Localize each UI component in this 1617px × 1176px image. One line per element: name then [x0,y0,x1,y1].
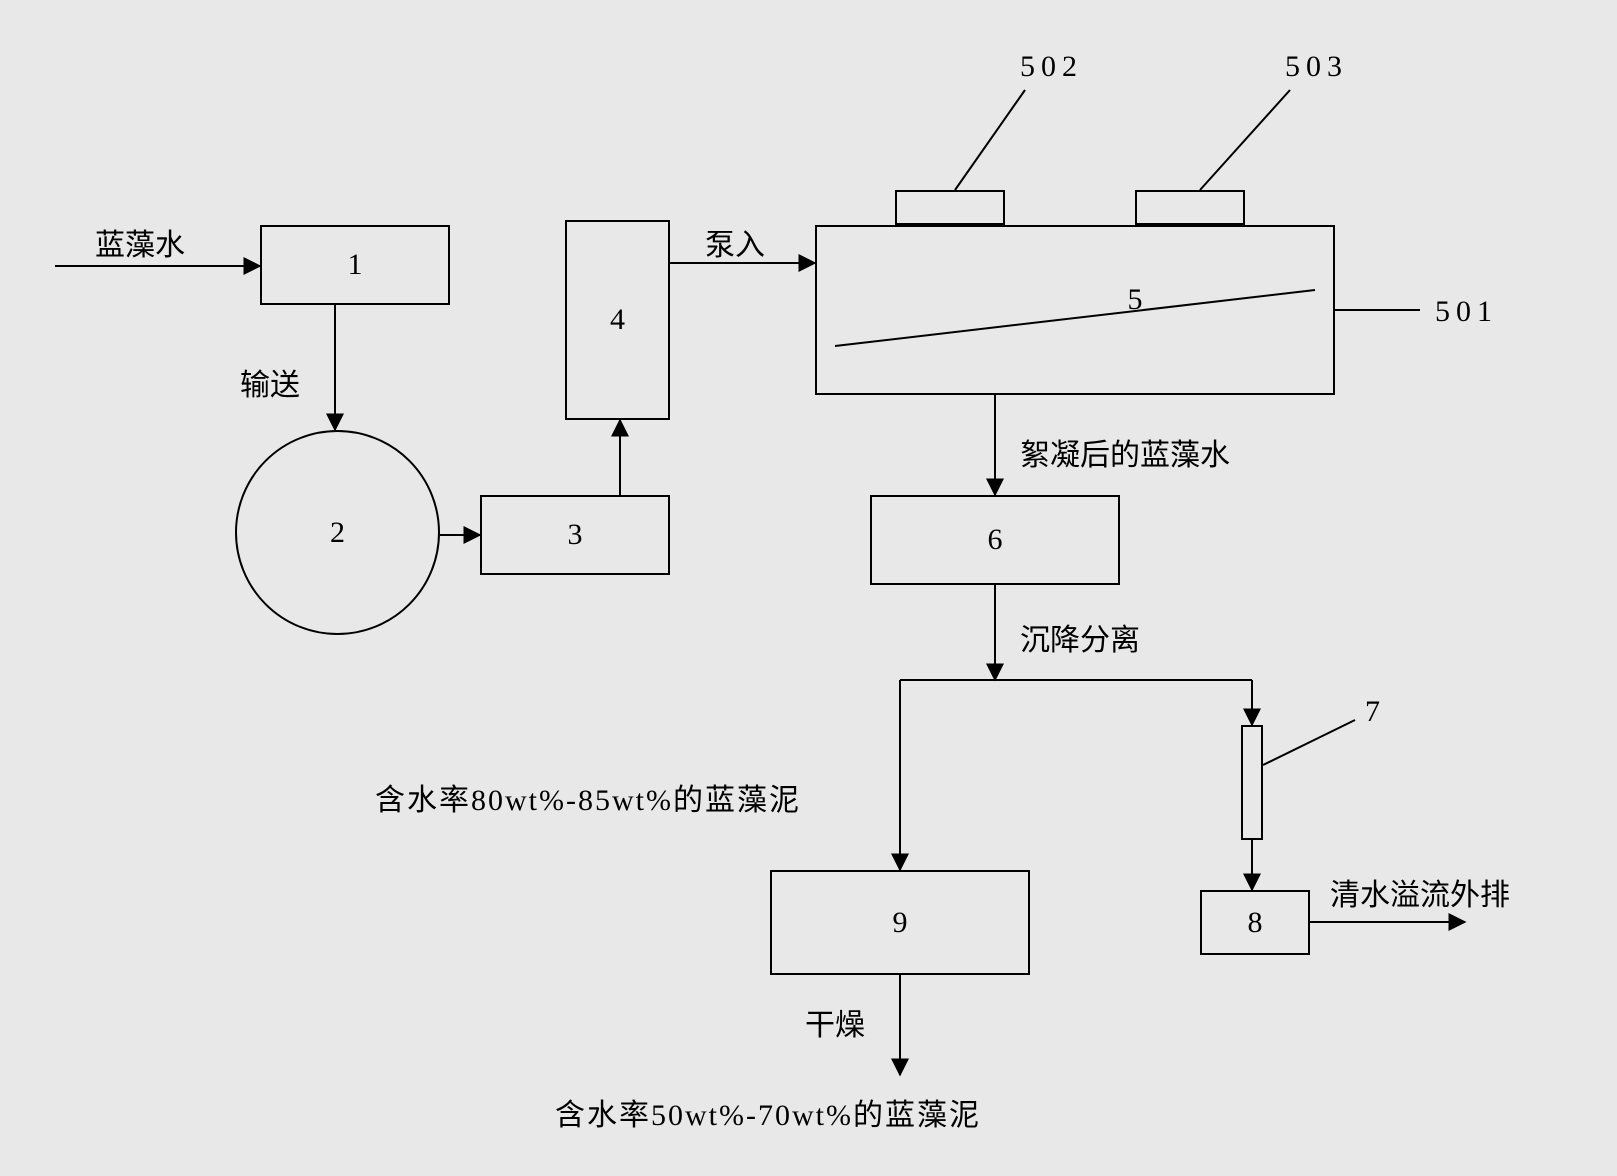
callout-501: 501 [1435,295,1498,329]
edge-label-8-out: 清水溢流外排 [1330,870,1510,914]
node-5: 5 [815,225,1335,395]
edge-label-5-6: 絮凝后的蓝藻水 [1020,430,1230,474]
diagram-canvas: 1 2 3 4 5 6 8 9 [0,0,1617,1176]
node-9: 9 [770,870,1030,975]
edge-label-4-5: 泵入 [705,220,765,264]
callout-503: 503 [1285,50,1348,84]
node-1-label: 1 [348,248,363,282]
edge-label-out9: 含水率50wt%-70wt%的蓝藻泥 [555,1090,981,1134]
edge-label-sp-9: 含水率80wt%-85wt%的蓝藻泥 [375,775,801,819]
node-5-label: 5 [1128,283,1143,317]
node-4: 4 [565,220,670,420]
edge-label-input: 蓝藻水 [95,220,185,264]
node-4-label: 4 [610,303,625,337]
callout-7: 7 [1365,695,1380,729]
node-2: 2 [235,430,440,635]
node-2-label: 2 [330,516,345,550]
node-7 [1241,725,1263,840]
node-1: 1 [260,225,450,305]
edge-label-1-2: 输送 [240,360,300,404]
node-6: 6 [870,495,1120,585]
node-3: 3 [480,495,670,575]
node-9-label: 9 [893,906,908,940]
node-6-label: 6 [988,523,1003,557]
node-3-label: 3 [568,518,583,552]
node-502 [895,190,1005,225]
callout-502: 502 [1020,50,1083,84]
node-8: 8 [1200,890,1310,955]
edge-label-6-dn: 沉降分离 [1020,615,1140,659]
node-8-label: 8 [1248,906,1263,940]
node-503 [1135,190,1245,225]
edge-label-9-dn: 干燥 [805,1000,865,1044]
